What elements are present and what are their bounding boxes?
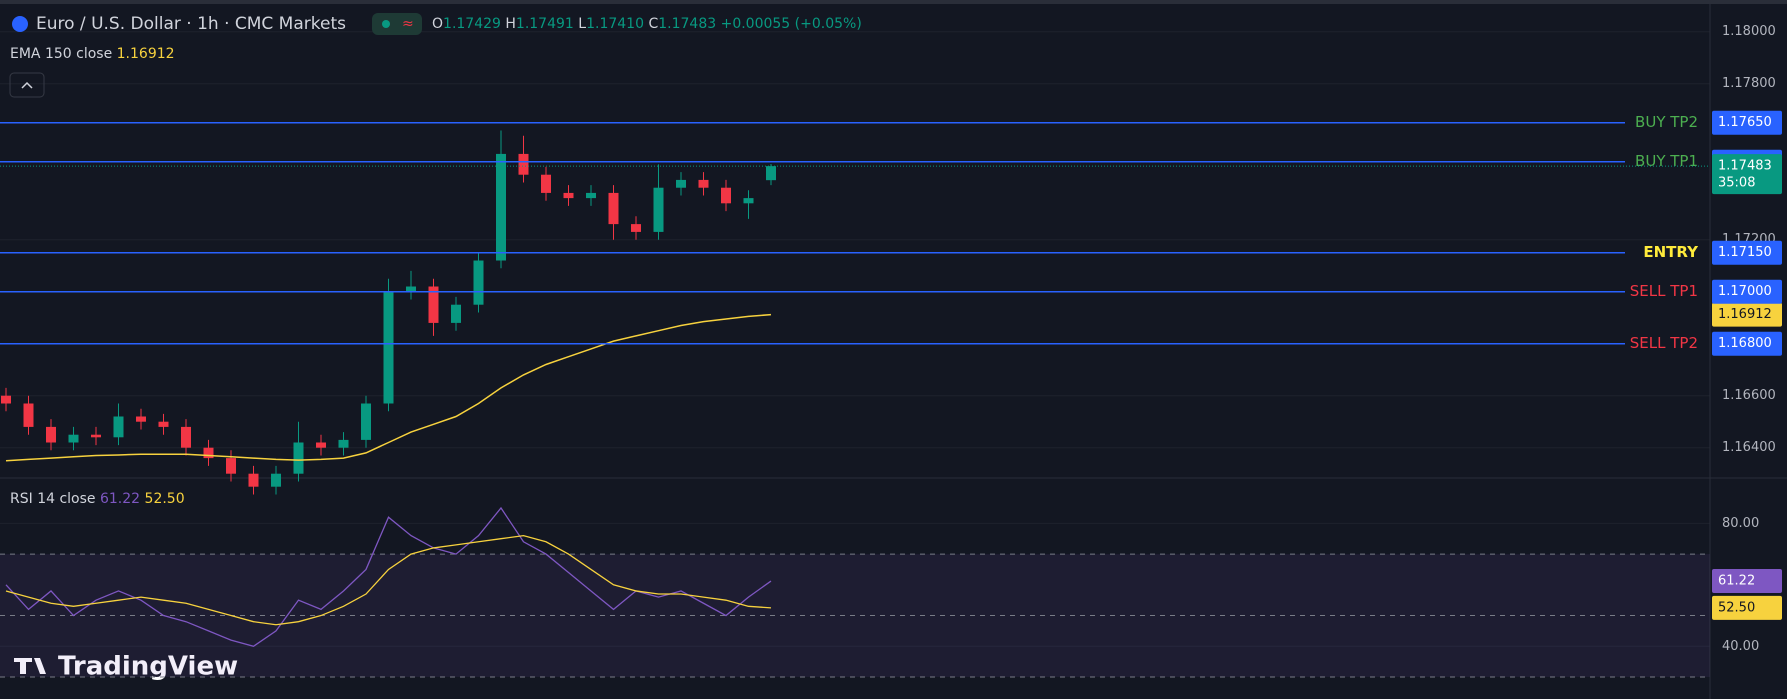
ema-tag: 1.16912 (1718, 307, 1772, 322)
level-name: SELL TP1 (1630, 282, 1698, 300)
level-tag: 1.17000 (1718, 284, 1772, 299)
status-dot (382, 20, 390, 28)
ema-tag-bg (1712, 302, 1782, 327)
candle-body (653, 187, 664, 232)
candle-body (608, 192, 619, 225)
ohlc-key: O (432, 16, 443, 32)
candle-body (451, 304, 461, 323)
candle-body (766, 166, 776, 181)
ohlc-key: H (505, 16, 516, 32)
collapse-icon (21, 81, 33, 89)
candle-body (473, 260, 484, 305)
rsi-line (5, 534, 772, 626)
y-tick-label: 1.16600 (1722, 388, 1776, 403)
candle-body (631, 224, 641, 232)
candle-body (113, 416, 124, 438)
candle-body (406, 286, 416, 292)
level-tag: 1.17650 (1718, 115, 1772, 130)
candle-body (46, 426, 56, 443)
change: +0.00055 (+0.05%) (721, 16, 862, 32)
level-tag-bg (1712, 279, 1782, 304)
candle-body (361, 403, 371, 440)
level-tag-bg (1712, 331, 1782, 356)
rsi-tag: 52.50 (1718, 600, 1755, 615)
y-tick-label: 1.16400 (1722, 440, 1776, 455)
candle-body (541, 174, 551, 193)
candle-body (428, 286, 439, 323)
candle-body (338, 439, 349, 448)
ohlc-key: C (648, 16, 658, 32)
level-tag-bg (1712, 240, 1782, 265)
collapse-button[interactable] (9, 72, 45, 98)
level-name: SELL TP2 (1630, 334, 1698, 352)
y-tick-label: 40.00 (1722, 639, 1759, 654)
rsi-legend: RSI 14 close 61.22 52.50 (10, 491, 185, 507)
ema-line (5, 313, 772, 462)
level-tag: 1.17150 (1718, 245, 1772, 260)
top-border (0, 0, 1787, 4)
ohlc-value: 1.17491 (516, 16, 574, 32)
level-tag: 1.16800 (1718, 336, 1772, 351)
ema-legend: EMA 150 close 1.16912 (10, 46, 175, 62)
rsi-tag-bg (1712, 569, 1782, 594)
symbol-icon (12, 16, 28, 32)
candle-body (518, 153, 529, 175)
candle-body (698, 179, 709, 188)
candle-body (271, 473, 281, 487)
candle-body (721, 187, 731, 204)
countdown: 35:08 (1718, 176, 1755, 191)
candle-body (383, 291, 394, 404)
candle-body (203, 447, 214, 459)
candle-body (293, 442, 304, 474)
candle-body (68, 434, 79, 443)
rsi-tag-bg (1712, 595, 1782, 620)
rsi-tag: 61.22 (1718, 574, 1755, 589)
candle-body (23, 403, 34, 427)
ohlc-value: 1.17483 (658, 16, 716, 32)
ohlc-legend: O1.17429 H1.17491 L1.17410 C1.17483 +0.0… (432, 16, 862, 32)
candle-body (136, 416, 146, 422)
candle-body (316, 442, 326, 448)
ema-name: EMA 150 close (10, 46, 112, 62)
candle-body (676, 179, 686, 188)
last-price-bg (1712, 154, 1782, 195)
candle-body (226, 458, 236, 474)
y-tick-label: 1.17800 (1722, 76, 1776, 91)
status-badge (372, 13, 422, 35)
candle-body (158, 421, 169, 427)
chart-title: Euro / U.S. Dollar · 1h · CMC Markets (36, 14, 346, 34)
level-tag-bg (1712, 110, 1782, 135)
rsi-value: 61.22 (100, 491, 140, 507)
rsi-ma-value: 52.50 (145, 491, 185, 507)
candle-body (743, 198, 754, 204)
last-price-tag: 1.17483 (1718, 159, 1772, 174)
rsi-name: RSI 14 close (10, 491, 96, 507)
y-tick-label: 1.18000 (1722, 24, 1776, 39)
rsi-line (5, 506, 772, 647)
level-name: ENTRY (1643, 243, 1699, 261)
y-tick-label: 80.00 (1722, 516, 1759, 531)
candle-body (563, 192, 574, 199)
candle-body (1, 395, 11, 404)
status-icon: ≈ (402, 16, 414, 32)
ohlc-value: 1.17410 (586, 16, 644, 32)
candle-body (496, 153, 506, 261)
ema-value: 1.16912 (117, 46, 175, 62)
level-name: BUY TP1 (1635, 152, 1698, 170)
candle-body (91, 434, 101, 438)
ohlc-key: L (578, 16, 586, 32)
candle-body (181, 426, 191, 448)
logo-icon (14, 658, 46, 674)
level-name: BUY TP2 (1635, 113, 1698, 131)
candle-body (248, 473, 259, 487)
candle-body (586, 192, 596, 199)
watermark: TradingView (58, 652, 238, 682)
ohlc-value: 1.17429 (443, 16, 501, 32)
